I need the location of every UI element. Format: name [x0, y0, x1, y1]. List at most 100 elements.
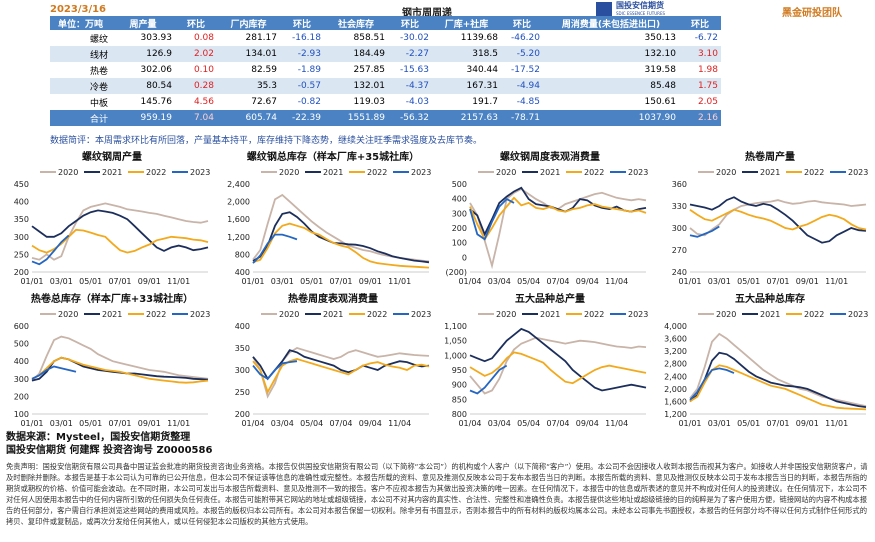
chart-title: 螺纹钢周产量 — [82, 150, 142, 163]
table-cell: -30.02 — [399, 33, 429, 43]
table-cell: 126.9 — [111, 46, 175, 62]
x-tick-label: 09/04 — [359, 419, 382, 428]
table-cell: -2.27 — [388, 46, 432, 62]
x-tick-label: 01/04 — [458, 419, 481, 428]
table-cell: 134.01 — [217, 46, 280, 62]
x-tick-label: 07/01 — [108, 419, 131, 428]
x-tick-label: 01/01 — [678, 277, 701, 286]
col-header: 周产量 — [111, 16, 175, 30]
x-tick-label: 05/01 — [79, 419, 102, 428]
col-header: 环比 — [280, 16, 324, 30]
table-cell: -15.63 — [399, 65, 429, 75]
line-chart: 螺纹钢周产量 2020 2021 2022 2023 200 250 300 350 400 450… — [14, 150, 211, 286]
y-tick-label: 300 — [235, 366, 250, 375]
series-line-2021 — [31, 209, 209, 252]
y-tick-label: 350 — [14, 215, 29, 224]
legend-label: 2022 — [367, 310, 387, 319]
y-tick-label: 100 — [452, 239, 467, 248]
y-tick-label: 2,400 — [664, 372, 687, 381]
y-tick-label: 400 — [14, 357, 29, 366]
y-tick-label: 2,400 — [227, 180, 250, 189]
x-tick-label: 01/01 — [20, 277, 43, 286]
y-tick-label: 2,000 — [664, 385, 687, 394]
table-cell: 80.54 — [111, 78, 175, 94]
table-cell: 340.44 — [466, 65, 499, 75]
x-tick-label: 07/04 — [546, 419, 569, 428]
x-tick-label: 09/01 — [796, 419, 819, 428]
line-chart: 五大品种总库存 2020 2021 2022 2023 1,200 1,600 2,000 2,… — [664, 292, 868, 428]
x-tick-label: 11/01 — [825, 277, 848, 286]
series-line-2022 — [469, 351, 647, 385]
x-tick-label: 03/01 — [708, 277, 731, 286]
series-line-2020 — [31, 202, 209, 261]
x-tick-label: 01/01 — [20, 419, 43, 428]
legend-label: 2020 — [58, 310, 78, 319]
table-cell: 7.04 — [175, 110, 217, 126]
table-cell: -22.39 — [280, 110, 324, 126]
legend-label: 2023 — [628, 310, 648, 319]
chart-panel: 五大品种总产量 2020 2021 2022 2023 800 850 900 950 1,000… — [440, 290, 652, 432]
x-tick-label: 03/04 — [488, 277, 511, 286]
table-cell: -4.03 — [405, 97, 429, 107]
y-tick-label: 4,000 — [664, 322, 687, 331]
y-tick-label: 200 — [235, 410, 250, 419]
table-cell: 2.05 — [697, 97, 718, 107]
y-tick-label: 100 — [14, 410, 29, 419]
table-cell: 191.7 — [472, 97, 498, 107]
legend-label: 2021 — [540, 168, 560, 177]
table-cell: 350.13 — [644, 33, 677, 43]
series-line-2022 — [31, 356, 209, 384]
chart-panel: 五大品种总库存 2020 2021 2022 2023 1,200 1,600 2,000 2,… — [660, 290, 872, 432]
legend-label: 2021 — [102, 310, 122, 319]
row-label: 热卷 — [89, 66, 108, 77]
table-cell: 2.02 — [175, 46, 217, 62]
y-tick-label: 300 — [14, 375, 29, 384]
y-tick-label: 500 — [14, 340, 29, 349]
data-comment: 数据简评：本周需求环比有所回落，产量基本持平，库存维持下降态势，继续关注旺季需求… — [50, 136, 483, 146]
source-line: 数据来源：Mysteel，国投安信期货整理 — [6, 432, 191, 443]
chart-title: 螺纹钢周度表观消费量 — [500, 150, 600, 163]
data-source: 数据来源：Mysteel，国投安信期货整理 国投安信期货 何建辉 投资咨询号 Z… — [6, 431, 212, 457]
x-tick-label: 01/04 — [458, 277, 481, 286]
y-tick-label: 330 — [672, 202, 687, 211]
y-tick-label: 400 — [235, 268, 250, 277]
x-tick-label: 11/04 — [605, 277, 628, 286]
y-tick-label: 2,800 — [664, 360, 687, 369]
legend-label: 2020 — [496, 168, 516, 177]
col-header: 环比 — [679, 16, 721, 30]
x-tick-label: 09/04 — [576, 277, 599, 286]
chart-panel: 热卷周产量 2020 2021 2022 2023 240 270 300 330 360 01/0… — [660, 148, 872, 290]
team-name: 黑金研投团队 — [782, 8, 842, 19]
series-line-2021 — [689, 196, 867, 244]
table-cell: 1.98 — [697, 65, 718, 75]
x-tick-label: 05/01 — [737, 277, 760, 286]
y-tick-label: 1,200 — [227, 233, 250, 242]
row-label: 线材 — [50, 46, 111, 62]
table-cell: 2.16 — [679, 110, 721, 126]
y-tick-label: 1,200 — [664, 410, 687, 419]
x-tick-label: 09/01 — [138, 419, 161, 428]
col-header: 厂库+社库 — [432, 16, 501, 30]
chart-title: 热卷总库存（样本厂库+33城社库） — [31, 292, 193, 305]
row-label: 中板 — [89, 98, 108, 109]
table-cell: -6.72 — [694, 33, 718, 43]
y-tick-label: 300 — [452, 209, 467, 218]
series-line-2021 — [469, 186, 647, 237]
chart-title: 五大品种总库存 — [735, 292, 805, 305]
table-cell: 35.3 — [217, 78, 280, 94]
legend-label: 2023 — [411, 168, 431, 177]
y-tick-label: 3,200 — [664, 347, 687, 356]
series-line-2021 — [469, 327, 647, 392]
series-line-2023 — [31, 365, 77, 380]
table-row: 冷卷 80.54 0.28 35.3 -0.57 132.01 -4.37 167.31 -4.… — [50, 78, 721, 94]
legend-label: 2023 — [190, 310, 210, 319]
col-header: 环比 — [501, 16, 543, 30]
y-tick-label: 2,000 — [227, 198, 250, 207]
chart-title: 螺纹钢总库存（样本厂库+35城社库） — [247, 150, 419, 163]
y-tick-label: 1,000 — [444, 351, 467, 360]
table-cell: 303.93 — [140, 33, 173, 43]
analyst-line: 国投安信期货 何建辉 投资咨询号 Z0000586 — [6, 445, 213, 456]
x-tick-label: 11/01 — [388, 277, 411, 286]
legend-label: 2020 — [716, 168, 736, 177]
table-header-row: 单位：万吨 周产量 环比 厂内库存 环比 社会库存 环比 厂库+社库 环比 周消… — [50, 16, 721, 30]
